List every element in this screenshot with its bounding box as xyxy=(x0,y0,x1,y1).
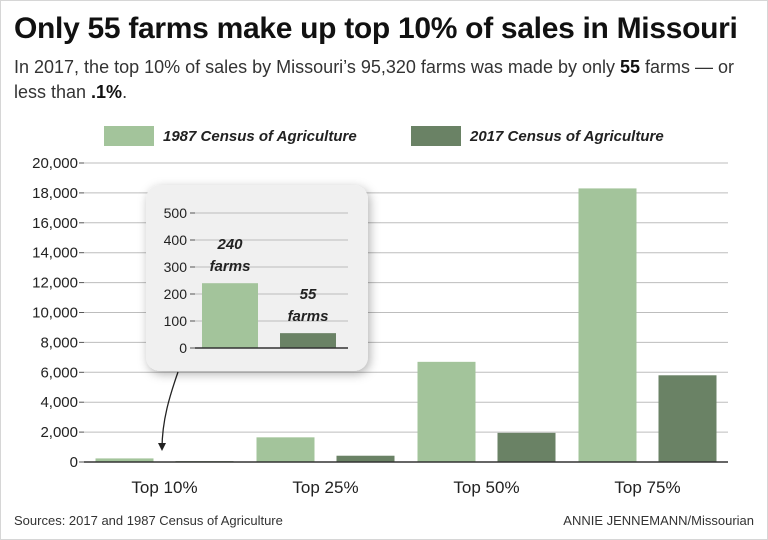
inset-zoom-chart: 0 100 200 300 400 500 240 farms 55 farms xyxy=(146,185,368,371)
bar-2017-top-50 xyxy=(497,432,556,462)
x-tick-label-top-10: Top 10% xyxy=(131,478,197,497)
legend-label-1987: 1987 Census of Agriculture xyxy=(163,127,357,145)
main-y-tick-label: 18,000 xyxy=(32,185,78,202)
inset-bar-2017 xyxy=(280,333,336,348)
inset-y-tick-label: 300 xyxy=(164,259,188,275)
legend-swatch-1987 xyxy=(104,126,154,146)
subtitle-farm-count: 55 xyxy=(620,57,641,77)
inset-annotation-2017: 55 xyxy=(300,286,317,303)
bar-2017-top-25 xyxy=(336,455,395,462)
main-y-tick-label: 16,000 xyxy=(32,215,78,232)
legend-swatch-2017 xyxy=(411,126,461,146)
chart-title: Only 55 farms make up top 10% of sales i… xyxy=(14,12,738,45)
legend-item-2017: 2017 Census of Agriculture xyxy=(411,125,664,147)
bar-1987-top-75 xyxy=(578,188,637,463)
inset-y-tick-label: 400 xyxy=(164,232,188,248)
inset-annotation-1987: farms xyxy=(210,258,251,275)
source-note: Sources: 2017 and 1987 Census of Agricul… xyxy=(14,513,283,528)
chart-subtitle: In 2017, the top 10% of sales by Missour… xyxy=(14,55,744,105)
inset-annotations: 240 farms 55 farms xyxy=(210,236,329,325)
inset-callout-arrow xyxy=(158,371,179,451)
inset-y-tick-label: 0 xyxy=(179,340,187,356)
main-y-tick-label: 6,000 xyxy=(40,364,78,381)
legend-label-2017: 2017 Census of Agriculture xyxy=(470,127,664,145)
x-tick-label-top-25: Top 25% xyxy=(292,478,358,497)
inset-y-tick-label: 500 xyxy=(164,205,188,221)
subtitle-text-start: In 2017, the top 10% of sales by Missour… xyxy=(14,57,620,77)
x-tick-label-top-50: Top 50% xyxy=(453,478,519,497)
inset-annotation-1987: 240 xyxy=(216,236,243,253)
inset-bars xyxy=(202,283,336,348)
legend-item-1987: 1987 Census of Agriculture xyxy=(104,125,357,147)
inset-y-tick-label: 100 xyxy=(164,313,188,329)
main-y-tick-label: 10,000 xyxy=(32,305,78,322)
inset-annotation-2017: farms xyxy=(288,308,329,325)
credit-line: ANNIE JENNEMANN/Missourian xyxy=(563,513,754,528)
inset-background xyxy=(146,185,368,371)
inset-y-tick-label: 200 xyxy=(164,286,188,302)
source-label: Sources: xyxy=(14,513,66,528)
chart-legend: 1987 Census of Agriculture 2017 Census o… xyxy=(0,125,768,147)
subtitle-text-end: . xyxy=(122,82,128,102)
main-y-tick-label: 4,000 xyxy=(40,394,78,411)
bar-2017-top-75 xyxy=(658,375,717,462)
main-y-tick-label: 0 xyxy=(70,454,78,471)
subtitle-percent: .1% xyxy=(91,82,123,102)
bar-1987-top-25 xyxy=(256,437,315,462)
inset-bar-1987 xyxy=(202,283,258,348)
main-x-axis-ticks: Top 10% Top 25% Top 50% Top 75% xyxy=(131,478,680,497)
main-y-tick-label: 12,000 xyxy=(32,275,78,292)
credit-org: /Missourian xyxy=(687,513,754,528)
bar-1987-top-50 xyxy=(417,361,476,462)
credit-name: ANNIE JENNEMANN xyxy=(563,513,688,528)
subtitle-text-middle: farms — or less than xyxy=(14,57,735,102)
main-y-tick-label: 8,000 xyxy=(40,334,78,351)
main-bars xyxy=(95,188,717,463)
x-tick-label-top-75: Top 75% xyxy=(614,478,680,497)
bar-1987-top-10 xyxy=(95,458,154,462)
source-text: 2017 and 1987 Census of Agriculture xyxy=(65,513,283,528)
main-y-tick-label: 2,000 xyxy=(40,424,78,441)
inset-y-axis-ticks: 0 100 200 300 400 500 xyxy=(164,205,195,356)
main-y-tick-label: 14,000 xyxy=(32,245,78,262)
main-y-axis-ticks: 0 2,000 4,000 6,000 8,000 10,000 12,000 14,000 1… xyxy=(32,155,84,471)
main-y-tick-label: 20,000 xyxy=(32,155,78,172)
